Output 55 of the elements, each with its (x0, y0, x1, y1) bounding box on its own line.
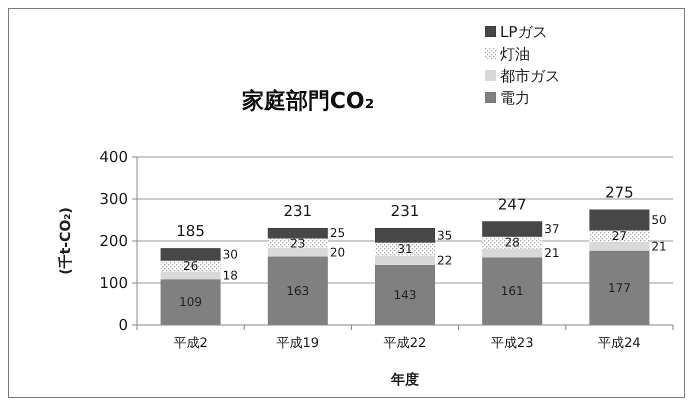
data-label: 23 (290, 236, 306, 250)
data-label: 21 (651, 239, 667, 254)
bar (589, 230, 650, 242)
y-axis-title: (千t-CO₂) (57, 207, 74, 275)
bar (268, 248, 328, 257)
bar (482, 248, 542, 258)
legend-label: 灯油 (500, 45, 530, 63)
data-label: 20 (330, 245, 346, 260)
data-label: 35 (437, 228, 452, 242)
x-tick-label: 平成22 (384, 336, 426, 351)
data-label: 31 (397, 242, 413, 256)
total-label: 275 (605, 184, 634, 202)
y-tick-label: 400 (99, 148, 128, 166)
x-tick-label: 平成19 (276, 336, 320, 351)
data-label: 27 (612, 229, 628, 244)
legend-label: LPガス (500, 23, 548, 41)
x-tick-label: 平成2 (173, 336, 208, 351)
data-label: 161 (500, 284, 524, 298)
total-label: 247 (498, 195, 527, 214)
data-label: 18 (222, 268, 238, 282)
x-tick-label: 平成23 (490, 336, 534, 351)
data-label: 163 (286, 284, 310, 298)
bar (268, 228, 328, 238)
data-label: 37 (544, 222, 560, 236)
data-label: 177 (608, 280, 631, 295)
bar (374, 256, 436, 265)
data-label: 50 (651, 213, 667, 227)
data-label: 30 (222, 247, 238, 262)
bar (589, 242, 650, 251)
bar (482, 221, 542, 237)
y-tick-label: 200 (99, 232, 128, 250)
legend-label: 都市ガス (500, 67, 560, 85)
x-axis-title: 年度 (390, 371, 419, 388)
chart-title: 家庭部門CO₂ (240, 88, 374, 114)
data-label: 143 (394, 288, 416, 302)
total-label: 231 (283, 202, 312, 220)
bar (589, 210, 650, 230)
y-tick-label: 100 (99, 274, 128, 292)
bar (374, 242, 436, 256)
data-label: 28 (504, 236, 520, 250)
bar (160, 248, 221, 261)
bar (374, 228, 436, 243)
total-label: 231 (390, 202, 420, 220)
data-label: 109 (179, 295, 202, 310)
bar (160, 272, 221, 280)
y-tick-label: 0 (118, 316, 128, 334)
data-label: 26 (182, 259, 198, 274)
y-tick-label: 300 (99, 190, 128, 208)
x-tick-label: 平成24 (598, 336, 641, 351)
bar (160, 260, 221, 272)
data-label: 25 (330, 226, 346, 240)
total-label: 185 (176, 222, 205, 240)
data-label: 22 (437, 253, 452, 268)
legend-label: 電力 (500, 89, 530, 107)
data-label: 21 (544, 246, 560, 260)
